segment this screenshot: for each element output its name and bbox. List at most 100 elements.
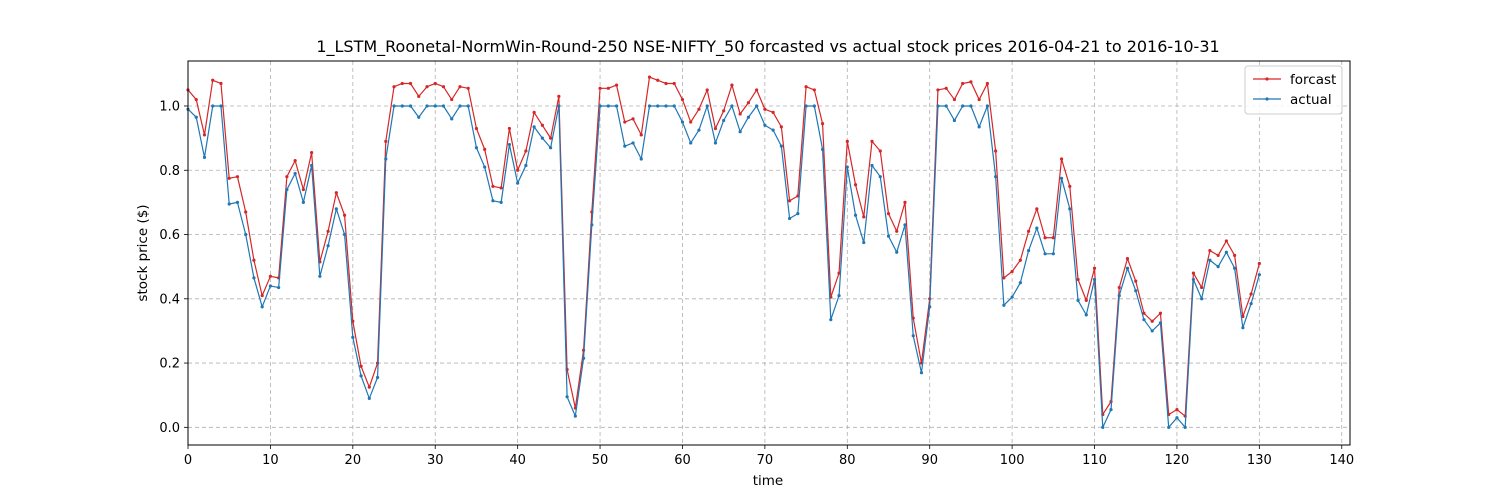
data-point-forcast	[1002, 276, 1006, 280]
data-point-forcast	[202, 133, 207, 137]
data-point-forcast	[614, 83, 619, 87]
data-point-forcast	[985, 81, 989, 86]
data-point-actual	[1150, 329, 1154, 333]
data-point-actual	[1010, 295, 1014, 299]
data-point-forcast	[1208, 248, 1212, 253]
data-point-forcast	[227, 176, 231, 180]
data-point-actual	[820, 147, 825, 151]
data-point-forcast	[1191, 271, 1196, 275]
legend-marker-forcast	[1265, 77, 1269, 81]
x-tick-label: 20	[345, 453, 362, 468]
data-point-actual	[771, 128, 775, 132]
data-point-forcast	[895, 229, 899, 233]
data-point-forcast	[1257, 261, 1261, 266]
data-point-forcast	[417, 94, 421, 98]
data-point-forcast	[1158, 311, 1163, 315]
data-point-forcast	[1249, 292, 1253, 296]
x-tick-label: 70	[757, 453, 774, 468]
data-point-actual	[705, 104, 709, 108]
data-point-forcast	[1200, 285, 1204, 290]
data-point-actual	[722, 118, 726, 123]
data-point-forcast	[507, 126, 511, 131]
data-point-actual	[507, 142, 511, 147]
x-tick-label: 100	[1000, 453, 1025, 468]
data-point-forcast	[334, 191, 338, 195]
data-point-forcast	[903, 200, 907, 204]
data-point-forcast	[268, 274, 273, 278]
data-point-actual	[1051, 252, 1055, 256]
data-point-actual	[1084, 313, 1088, 317]
data-point-actual	[1068, 207, 1072, 211]
data-point-actual	[689, 141, 693, 145]
data-point-forcast	[408, 81, 413, 86]
grid	[187, 61, 1350, 445]
data-point-forcast	[1035, 207, 1039, 211]
data-point-actual	[260, 305, 264, 309]
data-point-forcast	[252, 258, 256, 262]
data-point-forcast	[1018, 258, 1022, 262]
data-point-actual	[252, 276, 256, 280]
series-line-forcast	[187, 76, 1260, 417]
data-point-forcast	[1084, 298, 1088, 302]
y-axis-label: stock price ($)	[135, 204, 151, 301]
data-point-forcast	[549, 136, 553, 140]
data-point-actual	[755, 104, 759, 108]
x-tick-label: 110	[1082, 453, 1107, 468]
x-tick-label: 50	[592, 453, 609, 468]
data-point-actual	[1125, 266, 1130, 270]
data-point-actual	[936, 104, 940, 108]
data-point-actual	[928, 305, 932, 309]
data-point-forcast	[1076, 277, 1080, 282]
data-point-actual	[1257, 273, 1261, 277]
data-point-forcast	[1051, 236, 1055, 240]
data-point-actual	[573, 414, 577, 418]
data-point-actual	[194, 115, 198, 119]
data-point-forcast	[779, 125, 783, 129]
data-point-forcast	[1134, 279, 1138, 283]
data-point-actual	[1059, 176, 1064, 180]
data-point-forcast	[219, 81, 223, 86]
data-point-forcast	[697, 107, 701, 111]
data-point-actual	[392, 104, 396, 108]
data-point-forcast	[532, 110, 536, 115]
data-point-forcast	[285, 175, 289, 179]
data-point-actual	[1101, 425, 1105, 429]
data-point-forcast	[235, 175, 240, 179]
data-point-actual	[342, 232, 347, 237]
data-point-actual	[878, 175, 882, 179]
data-point-forcast	[788, 199, 792, 203]
data-point-actual	[713, 141, 718, 145]
data-point-forcast	[598, 86, 602, 90]
data-point-actual	[268, 284, 273, 288]
data-point-actual	[425, 104, 429, 108]
data-point-forcast	[820, 122, 825, 126]
data-point-actual	[458, 104, 462, 108]
series-layer	[186, 75, 1261, 429]
data-point-actual	[837, 293, 841, 298]
data-point-forcast	[689, 120, 693, 124]
data-point-actual	[1241, 326, 1245, 330]
data-point-forcast	[441, 85, 446, 89]
data-point-actual	[911, 334, 915, 338]
data-point-actual	[639, 157, 643, 161]
data-point-forcast	[705, 88, 709, 92]
data-point-actual	[829, 318, 833, 322]
data-point-actual	[977, 125, 981, 129]
data-point-forcast	[557, 94, 561, 98]
data-point-actual	[474, 146, 479, 150]
data-point-forcast	[961, 81, 965, 86]
data-point-actual	[870, 163, 874, 168]
data-point-forcast	[1224, 239, 1228, 243]
data-point-actual	[351, 335, 355, 339]
data-point-actual	[1134, 289, 1138, 293]
data-point-actual	[862, 240, 866, 245]
data-point-actual	[812, 104, 816, 108]
data-point-forcast	[730, 83, 734, 87]
data-point-actual	[680, 120, 685, 124]
data-point-actual	[598, 104, 602, 108]
data-point-forcast	[1117, 285, 1121, 290]
legend-label-forcast: forcast	[1290, 72, 1336, 88]
data-point-actual	[244, 232, 248, 237]
data-point-actual	[540, 136, 544, 140]
legend-label-actual: actual	[1290, 92, 1332, 108]
